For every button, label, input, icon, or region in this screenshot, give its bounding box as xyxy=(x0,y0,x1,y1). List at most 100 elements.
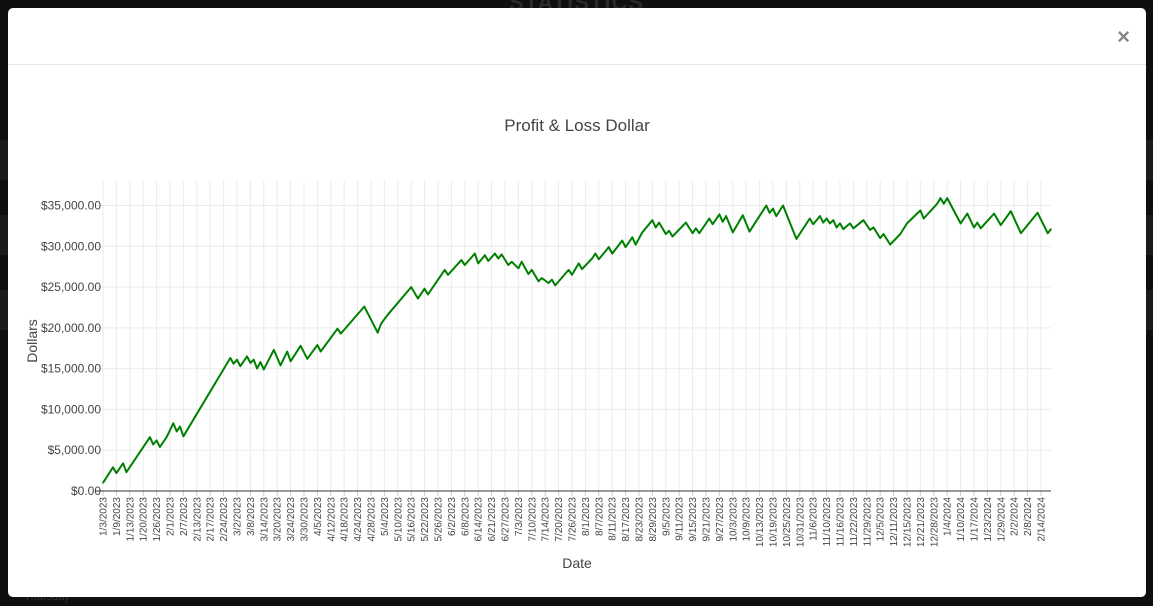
pnl-data-point xyxy=(252,358,255,361)
pnl-data-point xyxy=(376,331,379,334)
pnl-data-point xyxy=(259,361,262,363)
pnl-data-point xyxy=(567,269,570,271)
x-tick-label: 10/3/2023 xyxy=(728,497,739,542)
x-tick-label: 5/26/2023 xyxy=(433,497,444,542)
pnl-data-point xyxy=(316,344,319,346)
x-tick-label: 8/11/2023 xyxy=(608,497,619,541)
x-tick-label: 9/27/2023 xyxy=(715,497,726,542)
pnl-data-point xyxy=(273,349,275,351)
pnl-data-point xyxy=(976,221,979,224)
pnl-data-point xyxy=(695,227,697,230)
x-tick-label: 6/14/2023 xyxy=(474,497,485,542)
pnl-data-point xyxy=(835,226,838,229)
close-icon[interactable]: × xyxy=(1117,24,1130,49)
pnl-data-point xyxy=(608,246,610,248)
pnl-data-point xyxy=(175,430,178,433)
pnl-data-point xyxy=(721,220,724,223)
x-axis-label: Date xyxy=(562,555,592,571)
y-tick-label: $5,000.00 xyxy=(48,443,102,457)
x-tick-label: 10/9/2023 xyxy=(742,497,753,542)
pnl-data-point xyxy=(1020,232,1022,235)
pnl-data-point xyxy=(742,214,744,217)
pnl-data-point xyxy=(581,268,583,270)
x-tick-label: 10/13/2023 xyxy=(755,497,766,547)
pnl-data-point xyxy=(427,293,429,296)
pnl-data-point xyxy=(380,322,382,325)
pnl-data-point xyxy=(731,231,734,234)
pnl-data-point xyxy=(159,446,161,448)
pnl-data-point xyxy=(765,204,768,207)
pnl-data-point xyxy=(386,313,389,316)
pnl-data-point xyxy=(463,264,466,266)
pnl-data-point xyxy=(899,233,902,235)
chart-modal: × xyxy=(8,8,1146,597)
pnl-data-point xyxy=(232,362,235,365)
x-tick-label: 5/4/2023 xyxy=(380,497,391,536)
x-tick-label: 11/10/2023 xyxy=(822,497,833,547)
pnl-data-point xyxy=(286,350,289,353)
x-tick-label: 9/11/2023 xyxy=(675,497,686,541)
pnl-data-point xyxy=(922,217,925,220)
pnl-data-point xyxy=(507,264,510,266)
y-tick-label: $0.00 xyxy=(71,484,101,498)
x-tick-label: 10/19/2023 xyxy=(768,497,779,547)
pnl-data-point xyxy=(634,243,637,246)
x-tick-label: 8/23/2023 xyxy=(634,497,645,542)
x-tick-label: 2/24/2023 xyxy=(219,497,230,542)
pnl-data-point xyxy=(999,224,1002,226)
pnl-data-point xyxy=(862,219,865,221)
pnl-data-point xyxy=(936,203,938,205)
pnl-data-point xyxy=(839,222,841,225)
pnl-data-point xyxy=(510,260,513,263)
pnl-data-point xyxy=(229,357,232,359)
pnl-data-point xyxy=(594,252,597,255)
x-tick-label: 7/10/2023 xyxy=(527,497,538,542)
x-tick-label: 3/24/2023 xyxy=(286,497,297,542)
pnl-data-point xyxy=(484,254,486,257)
pnl-data-point xyxy=(1036,212,1039,214)
x-tick-label: 2/8/2024 xyxy=(1023,497,1034,536)
pnl-data-point xyxy=(541,277,543,279)
pnl-data-point xyxy=(782,204,784,207)
x-tick-label: 8/17/2023 xyxy=(621,497,632,542)
pnl-data-point xyxy=(487,260,490,262)
x-tick-label: 3/30/2023 xyxy=(299,497,310,542)
x-tick-label: 5/10/2023 xyxy=(393,497,404,542)
pnl-data-point xyxy=(494,252,496,255)
x-tick-label: 8/7/2023 xyxy=(594,497,605,536)
pnl-data-point xyxy=(571,274,573,276)
pnl-data-point xyxy=(979,227,982,230)
y-tick-label: $35,000.00 xyxy=(41,198,101,212)
pnl-data-point xyxy=(443,269,446,271)
pnl-data-point xyxy=(775,215,778,217)
x-tick-label: 1/23/2024 xyxy=(983,497,994,542)
pnl-data-point xyxy=(165,436,168,438)
x-tick-label: 1/29/2024 xyxy=(996,497,1007,542)
pnl-data-point xyxy=(832,219,835,221)
pnl-data-point xyxy=(497,257,500,260)
pnl-data-point xyxy=(812,223,814,226)
pnl-data-point xyxy=(262,368,265,371)
x-tick-label: 10/25/2023 xyxy=(782,497,793,547)
x-tick-label: 5/22/2023 xyxy=(420,497,431,542)
x-tick-label: 8/29/2023 xyxy=(648,497,659,542)
pnl-data-point xyxy=(668,229,670,232)
pnl-data-point xyxy=(336,327,339,330)
pnl-data-point xyxy=(115,472,118,474)
x-tick-label: 2/17/2023 xyxy=(206,497,217,542)
pnl-data-point xyxy=(299,344,302,347)
pnl-data-point xyxy=(879,237,881,239)
x-tick-label: 8/1/2023 xyxy=(581,497,592,536)
pnl-data-point xyxy=(182,435,185,438)
pnl-data-point xyxy=(520,260,523,263)
x-tick-label: 9/5/2023 xyxy=(661,497,672,536)
x-tick-label: 3/8/2023 xyxy=(246,497,257,536)
pnl-data-point xyxy=(112,466,114,469)
x-tick-label: 10/31/2023 xyxy=(795,497,806,547)
pnl-data-point xyxy=(460,259,463,261)
x-tick-label: 4/18/2023 xyxy=(340,497,351,542)
pnl-data-point xyxy=(631,236,634,239)
pnl-data-point xyxy=(946,197,948,199)
x-tick-label: 4/24/2023 xyxy=(353,497,364,542)
x-tick-label: 1/10/2024 xyxy=(956,497,967,542)
